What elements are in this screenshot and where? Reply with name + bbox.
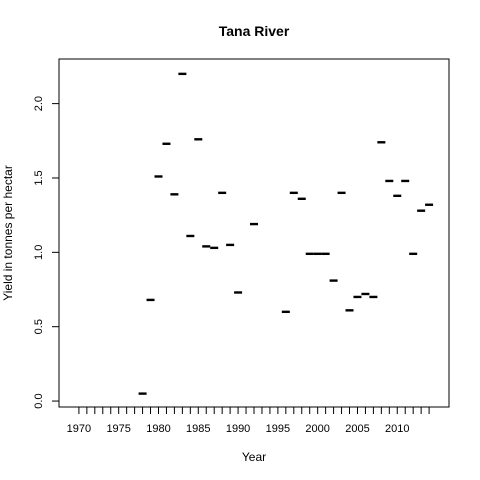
x-tick-label: 1975 [106, 423, 130, 435]
x-tick-label: 1990 [226, 423, 250, 435]
x-tick-label: 1995 [266, 423, 290, 435]
y-tick-label: 1.5 [33, 170, 45, 185]
x-tick-label: 1985 [186, 423, 210, 435]
y-tick-label: 1.0 [33, 245, 45, 260]
y-tick-label: 2.0 [33, 96, 45, 111]
data-points [138, 72, 434, 395]
x-tick-label: 2005 [345, 423, 369, 435]
y-axis: 0.0 0.5 1.0 1.5 2.0 [33, 96, 59, 409]
x-axis: 1970 1975 1980 1985 1990 1995 2000 2005 2010 [67, 407, 430, 435]
x-tick-label: 2000 [305, 423, 329, 435]
x-tick-label: 1970 [67, 423, 91, 435]
y-axis-label: Yield in tonnes per hectar [1, 165, 15, 301]
y-tick-label: 0.0 [33, 393, 45, 408]
x-axis-label: Year [242, 450, 266, 464]
y-tick-label: 0.5 [33, 319, 45, 334]
chart-title: Tana River [219, 23, 290, 39]
x-tick-label: 1980 [146, 423, 170, 435]
x-tick-label: 2010 [385, 423, 409, 435]
